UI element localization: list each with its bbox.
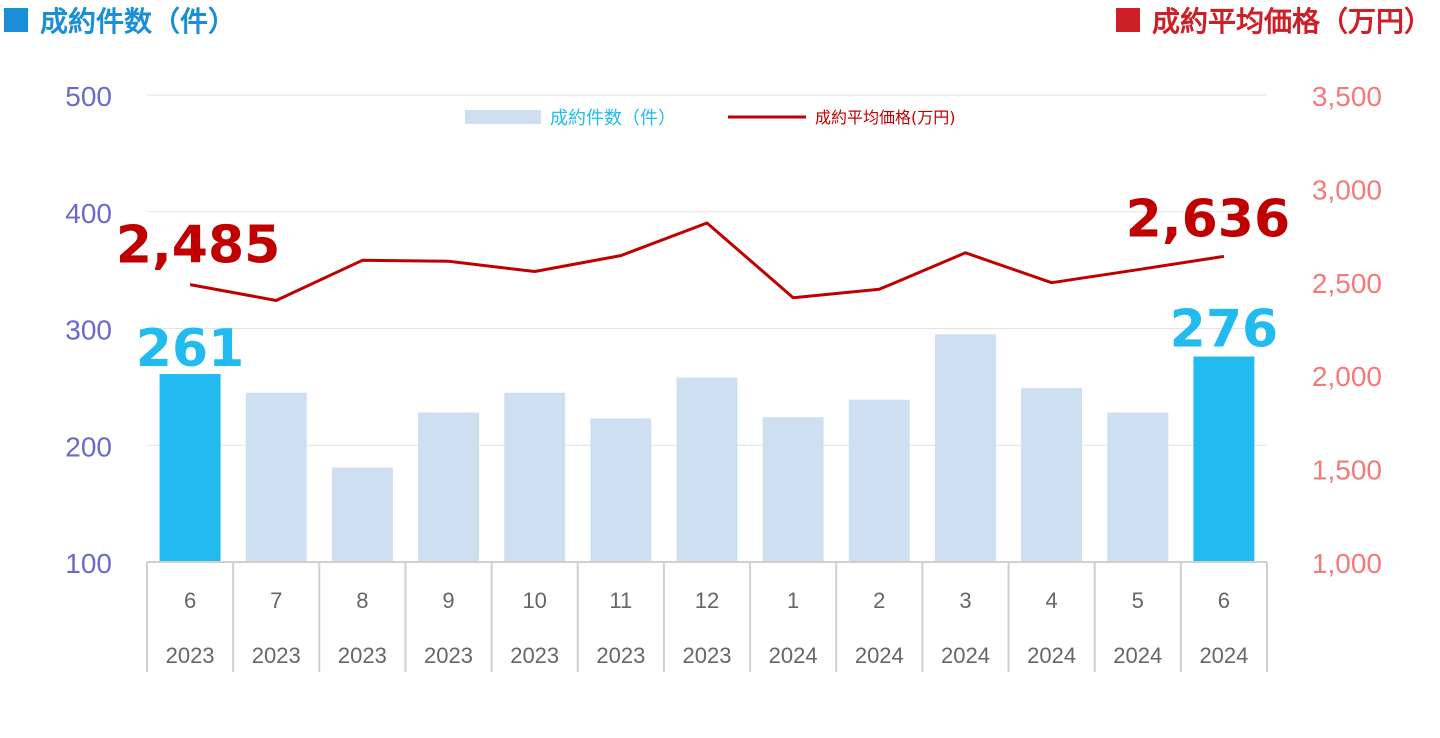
- month-label: 2: [873, 588, 885, 613]
- year-label: 2024: [769, 643, 818, 668]
- bar: [676, 377, 738, 562]
- month-label: 8: [356, 588, 368, 613]
- bar: [1193, 356, 1255, 562]
- left-axis-tick-label: 200: [65, 431, 112, 462]
- year-label: 2023: [424, 643, 473, 668]
- left-axis-tick-label: 100: [65, 548, 112, 579]
- month-label: 7: [270, 588, 282, 613]
- bar: [1107, 412, 1169, 562]
- year-label: 2024: [1027, 643, 1076, 668]
- year-label: 2023: [683, 643, 732, 668]
- right-axis-tick-label: 3,000: [1312, 174, 1382, 205]
- line-data-label-last: 2,636: [1126, 189, 1290, 249]
- left-axis-title-text: 成約件数（件）: [40, 5, 237, 38]
- month-label: 10: [522, 588, 546, 613]
- red-square-icon: [1115, 8, 1140, 32]
- month-label: 4: [1045, 588, 1057, 613]
- bar-data-label-first: 261: [136, 319, 245, 379]
- bar: [504, 392, 566, 562]
- right-axis-title: 成約平均価格（万円）: [1115, 0, 1432, 40]
- year-label: 2023: [510, 643, 559, 668]
- line-data-label-first: 2,485: [116, 216, 280, 276]
- right-axis-tick-label: 1,500: [1312, 455, 1382, 486]
- year-label: 2024: [941, 643, 990, 668]
- right-axis-tick-label: 1,000: [1312, 548, 1382, 579]
- bar: [245, 392, 307, 562]
- year-label: 2024: [1199, 643, 1248, 668]
- year-label: 2023: [166, 643, 215, 668]
- right-axis-tick-label: 3,500: [1312, 81, 1382, 112]
- month-label: 11: [609, 588, 632, 613]
- month-label: 6: [1218, 588, 1230, 613]
- legend-bar-label: 成約件数（件）: [550, 108, 676, 129]
- month-label: 9: [442, 588, 454, 613]
- month-label: 3: [959, 588, 971, 613]
- bar: [934, 334, 996, 562]
- right-axis-title-text: 成約平均価格（万円）: [1151, 5, 1432, 38]
- year-label: 2024: [1113, 643, 1162, 668]
- year-label: 2023: [338, 643, 387, 668]
- month-label: 1: [787, 588, 799, 613]
- right-axis-tick-label: 2,500: [1312, 268, 1382, 299]
- legend-line-label: 成約平均価格(万円): [815, 108, 956, 127]
- price-line: [189, 221, 1225, 302]
- bar: [848, 399, 910, 562]
- bar: [762, 417, 824, 562]
- bar: [418, 412, 480, 562]
- year-label: 2023: [252, 643, 301, 668]
- legend-bar-swatch: [465, 110, 541, 124]
- bar: [159, 374, 221, 562]
- year-label: 2024: [855, 643, 904, 668]
- bar: [590, 418, 652, 562]
- blue-square-icon: [4, 8, 28, 32]
- left-axis-title: 成約件数（件）: [4, 0, 236, 40]
- month-label: 12: [695, 588, 719, 613]
- month-label: 6: [184, 588, 196, 613]
- right-axis-tick-label: 2,000: [1312, 361, 1382, 392]
- bar: [1021, 388, 1083, 562]
- bar: [331, 467, 393, 562]
- year-label: 2023: [596, 643, 645, 668]
- left-axis-tick-label: 300: [65, 315, 112, 346]
- month-label: 5: [1132, 588, 1144, 613]
- left-axis-tick-label: 500: [65, 81, 112, 112]
- left-axis-tick-label: 400: [65, 198, 112, 229]
- bar-data-label-last: 276: [1170, 300, 1279, 360]
